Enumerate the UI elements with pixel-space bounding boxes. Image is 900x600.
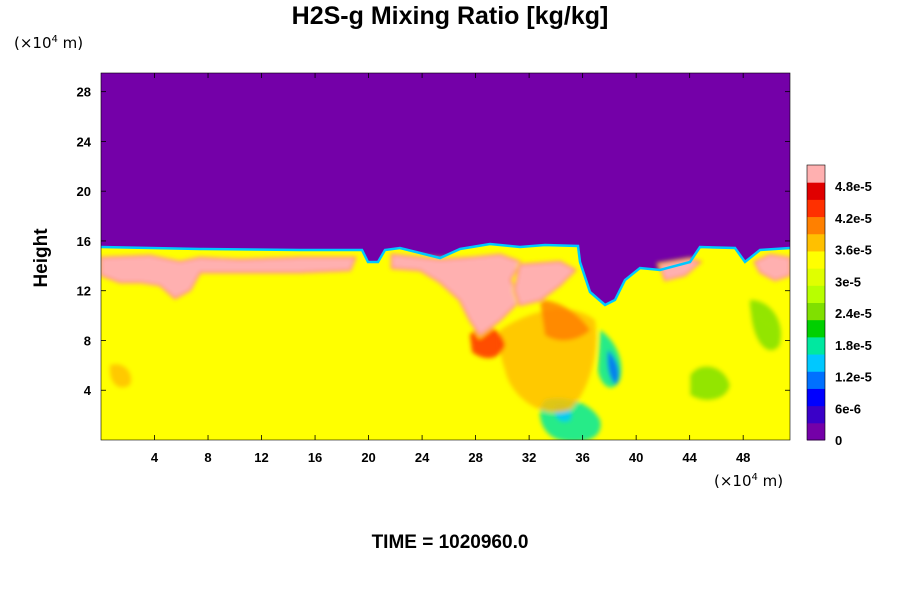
colorbar-segment [807,250,825,269]
x-tick-label: 44 [682,450,697,465]
colorbar-segment [807,354,825,372]
x-tick: 48 [736,73,750,465]
colorbar-segment [807,422,825,441]
y-tick: 16 [77,234,790,249]
field-feature-1 [109,364,132,388]
band-fill-1 [392,255,520,335]
x-tick: 4 [151,73,159,465]
colorbar-frame [806,164,826,441]
y-axis-unit: (×104 m) [14,34,84,52]
y-tick-label: 12 [77,284,91,299]
y-tick: 28 [77,85,790,100]
colorbar-tick: 3.6e-5 [835,243,872,258]
time-label: TIME = 1020960.0 [371,532,529,553]
colorbar-segment [807,302,825,321]
x-tick-label: 48 [736,450,750,465]
x-tick: 36 [575,73,590,465]
x-tick: 12 [254,73,269,465]
colorbar-tick: 2.4e-5 [835,306,872,321]
colorbar-segment [807,199,825,218]
y-tick: 4 [84,383,790,398]
colorbar-tick-label: 0 [835,433,842,448]
colorbar: 0 6e-6 1.2e-5 1.8e-5 2.4e-5 3e-5 3.6e-5 4.2e-5 4… [806,164,872,448]
colorbar-tick: 0 [835,433,842,448]
y-tick: 12 [77,284,790,299]
y-tick-label: 24 [77,134,92,149]
x-tick: 8 [204,73,212,465]
x-tick-label: 28 [468,450,482,465]
colorbar-tick-label: 1.2e-5 [835,370,872,385]
y-tick-label: 4 [84,383,92,398]
x-tick: 24 [415,73,430,465]
y-tick-label: 20 [77,184,91,199]
colorbar-segment [807,285,825,303]
x-tick-label: 32 [522,450,536,465]
colorbar-tick-label: 6e-6 [835,401,861,416]
colorbar-tick: 4.2e-5 [835,211,872,226]
band-fill-3 [660,260,700,280]
field-feature-3 [690,366,730,401]
x-tick: 44 [682,73,698,465]
colorbar-tick-label: 1.8e-5 [835,338,872,353]
y-tick-label: 16 [77,234,91,249]
colorbar-tick-label: 3e-5 [835,274,861,289]
x-tick: 32 [522,73,536,465]
colorbar-tick: 1.2e-5 [835,370,872,385]
field-feature-10 [540,300,590,341]
x-tick: 16 [308,73,322,465]
colorbar-tick: 4.8e-5 [835,179,872,194]
colorbar-segment [807,216,825,235]
colorbar-segment [807,233,825,252]
x-tick-label: 8 [204,450,211,465]
colorbar-tick-label: 4.2e-5 [835,211,872,226]
colorbar-segment [807,268,825,286]
y-tick: 8 [84,333,790,348]
colorbar-tick: 1.8e-5 [835,338,872,353]
x-tick: 28 [468,73,483,465]
colorbar-tick: 3e-5 [835,274,861,289]
y-tick: 24 [77,134,790,149]
field-upper-layer [101,73,790,305]
x-tick-label: 4 [151,450,159,465]
colorbar-tick-label: 4.8e-5 [835,179,872,194]
y-tick-label: 8 [84,333,91,348]
x-tick-label: 12 [254,450,268,465]
y-tick-label: 28 [77,85,91,100]
field-feature-12 [420,377,472,423]
band-fill-2 [515,262,575,305]
x-tick: 20 [361,73,376,465]
colorbar-tick-label: 3.6e-5 [835,243,872,258]
x-tick: 40 [629,73,643,465]
colorbar-segment [807,165,825,183]
field-feature-8 [607,350,619,385]
colorbar-segment [807,371,825,389]
plot-frame [100,72,791,441]
x-tick-label: 20 [361,450,375,465]
band-fill-4 [755,255,790,280]
heatmap-field [101,73,790,440]
y-tick: 20 [77,184,790,199]
x-tick-label: 16 [308,450,322,465]
field-feature-2 [640,296,783,411]
x-axis-unit: (×104 m) [714,472,784,490]
colorbar-segment [807,405,825,424]
field-feature-4 [750,300,781,351]
colorbar-segment [807,388,825,407]
x-tick-label: 40 [629,450,643,465]
colorbar-tick-label: 2.4e-5 [835,306,872,321]
field-feature-0 [101,298,166,422]
colorbar-tick: 6e-6 [835,401,861,416]
colorbar-segment [807,336,825,355]
band-fill-0 [101,256,355,298]
x-tick-label: 36 [575,450,589,465]
x-tick-label: 24 [415,450,430,465]
colorbar-segment [807,182,825,200]
colorbar-segment [807,319,825,338]
boundary-edge [101,242,790,307]
chart-title: H2S-g Mixing Ratio [kg/kg] [291,2,609,30]
y-axis-ticks: 4 8 12 16 20 24 28 [77,85,790,398]
x-axis-ticks: 4 8 12 16 20 24 28 32 36 40 44 48 [151,73,750,465]
